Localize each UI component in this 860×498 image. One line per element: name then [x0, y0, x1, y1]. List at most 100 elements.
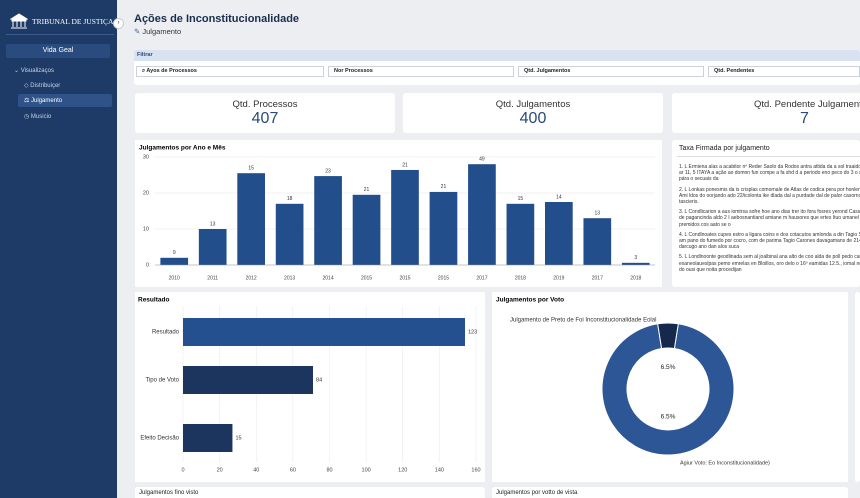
- home-button[interactable]: Vida Geal: [6, 44, 110, 58]
- x-tick-label: 0: [181, 467, 184, 473]
- panel-title: Taxa Firmada por julgamento: [679, 145, 770, 152]
- bar: [429, 191, 458, 265]
- logo-text: TRIBUNAL DE JUSTIÇA: [32, 17, 114, 26]
- kpi-card: Qtd. Pendente Julgamento 7: [672, 93, 860, 133]
- x-tick-label: 60: [290, 467, 296, 473]
- bar-annotation: 49: [479, 157, 485, 163]
- bar: [237, 173, 265, 265]
- donut-chart: Julgamentos por Voto Julgamento de Preto …: [492, 292, 848, 482]
- bar: [506, 203, 535, 265]
- bottom-card: Julgamentos por votto de vista: [492, 487, 848, 498]
- x-tick-label: 2014: [323, 275, 334, 281]
- y-tick-label: Efeito Decisão: [140, 436, 179, 442]
- bar-annotation: 21: [402, 162, 408, 168]
- hbar-chart: Resultado 0 20 40 60 80 100 120 140 160 123 Resulta…: [135, 292, 485, 482]
- nav-label: Julgamento: [31, 98, 63, 104]
- text-panel: Taxa Firmada por julgamento 1. L Ermiena…: [672, 140, 860, 287]
- nav-section[interactable]: ⌄ Visualizaços: [14, 68, 54, 74]
- bar-annotation: 9: [173, 250, 176, 256]
- paragraph: 4. L Condlnoates cupes estro a ligara co…: [679, 231, 860, 251]
- home-label: Vida Geal: [42, 47, 74, 54]
- donut-bottom-label: Agiur Voto: Eo Inconstitucionalidade): [680, 460, 770, 466]
- logo[interactable]: TRIBUNAL DE JUSTIÇA: [6, 8, 114, 35]
- filter-field[interactable]: Nor Processos: [328, 66, 514, 77]
- collapse-button[interactable]: ›: [113, 18, 124, 29]
- paragraphs: 1. L Ermiena alas a acabitor nº Reder Sa…: [679, 164, 860, 277]
- y-tick-label: 20: [143, 190, 149, 196]
- x-tick-label: 2018: [630, 275, 641, 281]
- filter-field[interactable]: ⌕ Ayos de Processos: [136, 66, 324, 77]
- bar: [183, 424, 233, 452]
- pencil-icon: ✎: [134, 27, 141, 36]
- slice-label: 6.5%: [661, 364, 676, 371]
- filter-field[interactable]: Qtd. Julgamentos: [518, 66, 704, 77]
- x-tick-label: 20: [217, 467, 223, 473]
- x-tick-label: 2013: [284, 275, 295, 281]
- divider: [677, 156, 860, 157]
- donut-slice: [657, 322, 679, 350]
- bar-annotation: 13: [210, 221, 216, 227]
- bar: [621, 262, 650, 265]
- paragraph: 5. L Londlnoonte geodlinada sem al joalb…: [679, 254, 860, 273]
- page-subtitle: ✎ Julgamento: [134, 27, 181, 36]
- filter-header: Filtrar: [134, 50, 860, 61]
- x-tick-label: 2018: [515, 275, 526, 281]
- bar-annotation: 21: [441, 184, 447, 190]
- kpi-label: Qtd. Julgamentos: [495, 99, 571, 110]
- x-tick-label: 140: [435, 467, 444, 473]
- bar: [183, 366, 314, 394]
- donut-slice: [601, 323, 735, 456]
- bar-annotation: 13: [595, 211, 601, 217]
- nav-item[interactable]: ◷ Musicio: [24, 114, 52, 120]
- paragraph: 1. L Ermiena alas a acabitor nº Reder Sa…: [679, 164, 860, 183]
- bar: [275, 203, 304, 265]
- bar-annotation: 18: [287, 196, 293, 202]
- kpi-label: Qtd. Pendente Julgamento: [754, 99, 860, 110]
- bar-annotation: 3: [634, 255, 637, 261]
- nav-active-bg: [18, 94, 112, 107]
- x-tick-label: 2012: [246, 275, 257, 281]
- y-tick-label: 30: [143, 154, 149, 160]
- nav-item[interactable]: ⚖ Julgamento: [24, 98, 63, 104]
- bar: [160, 257, 189, 265]
- kpi-value: 407: [251, 110, 279, 127]
- y-tick-label: 10: [143, 226, 149, 232]
- bar-annotation: 14: [556, 194, 562, 200]
- x-tick-label: 2015: [438, 275, 449, 281]
- bar: [183, 318, 466, 346]
- nav-item[interactable]: ◇ Distribuiçer: [24, 83, 61, 89]
- y-tick-label: 0: [146, 262, 149, 268]
- bar: [391, 169, 419, 265]
- bar: [583, 218, 612, 265]
- subtitle-text: Julgamento: [142, 27, 182, 36]
- x-tick-label: 2011: [207, 275, 218, 281]
- paragraph: 2. L Lonkas ponesmis da is crisplas como…: [679, 186, 860, 206]
- kpi-card: Qtd. Julgamentos 400: [403, 93, 663, 133]
- nav-label: Musicio: [30, 114, 52, 120]
- bar: [545, 202, 573, 265]
- slice-label: 6.5%: [661, 413, 676, 420]
- field-label: Qtd. Julgamentos: [524, 68, 571, 74]
- bar-annotation: 15: [235, 435, 241, 441]
- y-tick-label: Resultado: [152, 330, 180, 336]
- bar-annotation: 84: [316, 377, 322, 383]
- bar-annotation: 15: [518, 196, 524, 202]
- field-label: Nor Processos: [334, 68, 373, 74]
- sidebar: TRIBUNAL DE JUSTIÇA Vida Geal ⌄ Visualiz…: [0, 0, 117, 498]
- bar-annotation: 15: [248, 166, 254, 172]
- x-tick-label: 2015: [361, 275, 372, 281]
- x-tick-label: 160: [471, 467, 480, 473]
- x-tick-label: 2010: [169, 275, 180, 281]
- kpi-label: Qtd. Processos: [232, 99, 298, 110]
- bar: [468, 164, 496, 265]
- bottom-title: Julgamentos fino visto: [139, 490, 199, 496]
- x-tick-label: 2019: [553, 275, 564, 281]
- kpi-value: 400: [519, 110, 547, 127]
- logo-icon: [10, 13, 28, 29]
- section-label: Visualizaços: [20, 68, 54, 74]
- x-tick-label: 100: [362, 467, 371, 473]
- bar-annotation: 23: [325, 168, 331, 174]
- chart-title: Julgamentos por Ano e Mês: [139, 145, 226, 152]
- filter-field[interactable]: Qtd. Pendentes: [708, 66, 860, 77]
